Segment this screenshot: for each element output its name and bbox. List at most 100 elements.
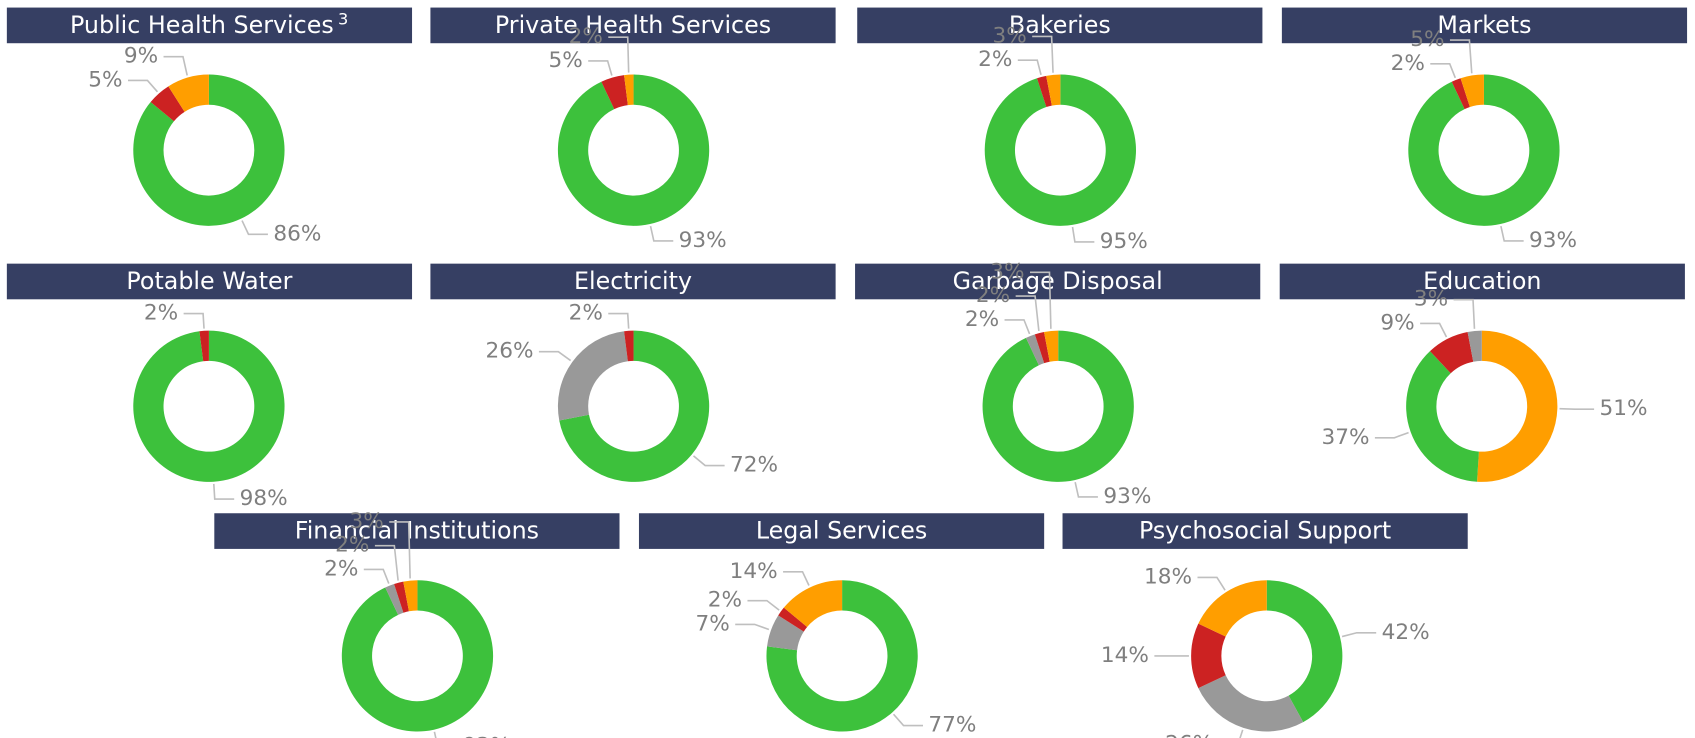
donut-chart: Markets 93% 2%5% (1281, 7, 1688, 253)
donut-segment (766, 580, 918, 732)
leader-line (374, 544, 399, 581)
data-label: 42% (1382, 620, 1430, 645)
donut-segment (1467, 330, 1482, 362)
data-label: 2% (144, 301, 178, 326)
data-label: 26% (1165, 731, 1213, 738)
leader-line (1017, 59, 1042, 76)
data-label: 2% (335, 533, 369, 558)
leader-line (212, 483, 235, 500)
leader-line (1239, 729, 1244, 738)
donut-segment (601, 75, 628, 110)
leader-line (608, 36, 630, 73)
leader-line (588, 60, 613, 76)
donut-chart: Public Health Services 3 86% 5%9% (6, 7, 413, 246)
data-label: 93% (463, 734, 511, 738)
donut-segment (557, 74, 710, 226)
data-label: 93% (1103, 484, 1151, 509)
leader-line (747, 599, 780, 611)
title-bar (6, 263, 413, 300)
data-label: 5% (1410, 27, 1444, 52)
title-bar (430, 7, 836, 44)
leader-line (241, 220, 268, 236)
donut-segment (1460, 74, 1484, 108)
title-bar (6, 7, 413, 44)
donut-segment (1046, 74, 1061, 106)
data-label: 14% (730, 559, 778, 584)
leader-line (1341, 631, 1377, 638)
title-bar (855, 263, 1261, 300)
leader-line (433, 731, 437, 738)
donut-segment (624, 330, 634, 362)
donut-segment (624, 74, 634, 106)
chart-title: Potable Water (126, 267, 292, 295)
data-label: 77% (928, 713, 976, 738)
donut-segment (133, 74, 285, 226)
data-label: 18% (1144, 564, 1192, 589)
donut-segment (767, 615, 804, 651)
donut-segment (1025, 334, 1045, 366)
donut-segment (1034, 331, 1050, 364)
data-label: 3% (992, 23, 1026, 48)
data-label: 51% (1600, 396, 1648, 421)
leader-line (1004, 319, 1031, 335)
leader-line (1197, 576, 1226, 591)
data-label: 3% (350, 509, 384, 534)
leader-line (1071, 226, 1095, 243)
donut-segment (199, 330, 209, 362)
donut-chart: Electricity 72% 26% 2% (430, 263, 836, 482)
leader-line (1453, 298, 1476, 329)
title-bar (1279, 263, 1685, 300)
donut-segment (1406, 351, 1479, 482)
donut-segment (1477, 330, 1558, 482)
chart-title: Psychosocial Support (1139, 517, 1391, 545)
donut-segment (133, 330, 285, 482)
data-label: 86% (273, 221, 321, 246)
chart-title: Public Health Services (70, 11, 334, 39)
data-label: 7% (696, 611, 730, 636)
donut-segment (150, 86, 185, 122)
donut-segment (168, 74, 209, 112)
donut-segment (341, 580, 494, 732)
leader-line (183, 312, 205, 329)
leader-line (128, 79, 159, 93)
data-label: 9% (1380, 310, 1414, 335)
data-label: 95% (1100, 229, 1148, 254)
chart-title: Garbage Disposal (953, 267, 1163, 295)
data-label: 5% (548, 48, 582, 73)
chart-title: Electricity (574, 267, 692, 295)
data-label: 26% (485, 339, 533, 364)
data-label: 3% (1414, 287, 1448, 312)
leader-line (163, 55, 188, 76)
data-label: 14% (1101, 643, 1149, 668)
data-label: 3% (990, 259, 1024, 284)
leader-line (735, 623, 770, 631)
title-bar (638, 513, 1045, 549)
data-label: 93% (1529, 228, 1577, 253)
donut-chart: Bakeries 95% 2%3% (857, 7, 1263, 254)
chart-title: Education (1423, 267, 1541, 295)
donut-segment (557, 331, 628, 421)
donut-segment (1198, 580, 1267, 637)
leader-line (1449, 39, 1473, 74)
donut-segment (982, 330, 1134, 482)
title-bar (214, 513, 620, 549)
leader-line (1030, 271, 1052, 329)
donut-segment (1429, 331, 1474, 374)
donut-segment (1036, 75, 1052, 108)
data-label: 9% (124, 44, 158, 69)
leader-line (608, 312, 630, 329)
data-label: 98% (240, 486, 288, 511)
leader-line (1074, 482, 1098, 498)
title-bar (430, 263, 836, 300)
data-label: 72% (730, 453, 778, 478)
title-bar (1281, 7, 1688, 44)
chart-title: Legal Services (756, 517, 927, 545)
leader-line (1015, 295, 1040, 332)
donut-segment (385, 583, 404, 615)
leader-line (363, 568, 390, 584)
leader-line (649, 225, 674, 242)
chart-title: Bakeries (1009, 11, 1111, 39)
